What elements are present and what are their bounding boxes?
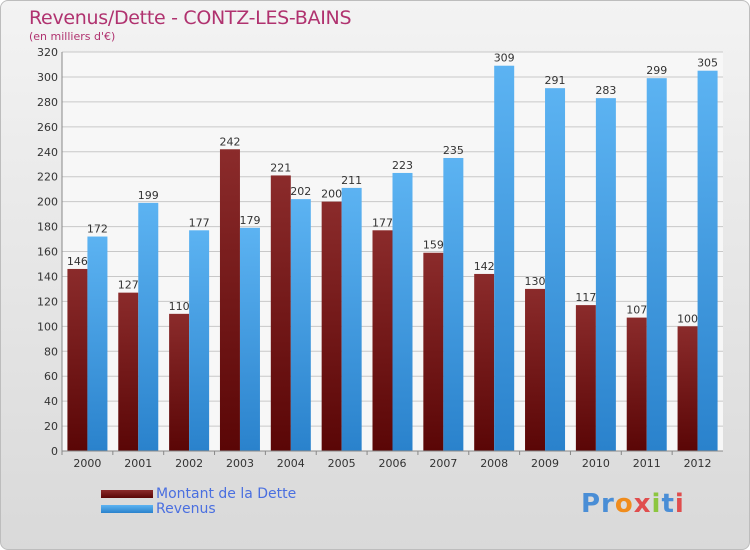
x-tick-label: 2007 bbox=[429, 457, 457, 470]
data-label-dette: 100 bbox=[677, 312, 698, 325]
legend-label-dette: Montant de la Dette bbox=[156, 486, 297, 502]
bar-dette bbox=[118, 292, 139, 451]
y-tick-label: 60 bbox=[44, 370, 58, 383]
data-label-revenus: 283 bbox=[595, 84, 616, 97]
bar-revenus bbox=[87, 236, 108, 451]
data-label-revenus: 235 bbox=[443, 144, 464, 157]
y-tick-label: 120 bbox=[37, 295, 58, 308]
bar-revenus bbox=[290, 199, 311, 451]
chart-subtitle: (en milliers d'€) bbox=[29, 30, 116, 43]
bar-dette bbox=[575, 305, 596, 451]
bar-dette bbox=[423, 252, 444, 451]
bar-revenus bbox=[494, 65, 515, 451]
data-label-revenus: 305 bbox=[697, 57, 718, 70]
bar-revenus bbox=[189, 230, 210, 451]
y-tick-label: 0 bbox=[51, 445, 58, 458]
data-label-dette: 146 bbox=[67, 255, 88, 268]
data-label-dette: 142 bbox=[474, 260, 495, 273]
x-tick-label: 2006 bbox=[379, 457, 407, 470]
data-label-dette: 110 bbox=[169, 300, 190, 313]
bar-dette bbox=[372, 230, 393, 451]
x-tick-label: 2008 bbox=[480, 457, 508, 470]
bar-dette bbox=[626, 317, 647, 451]
data-label-dette: 127 bbox=[118, 279, 139, 292]
legend-swatch-dette bbox=[101, 490, 153, 498]
bar-dette bbox=[169, 313, 190, 451]
bar-revenus bbox=[239, 227, 260, 451]
y-tick-label: 240 bbox=[37, 146, 58, 159]
bar-dette bbox=[321, 201, 342, 451]
data-label-revenus: 172 bbox=[87, 223, 108, 236]
data-label-revenus: 223 bbox=[392, 159, 413, 172]
data-label-dette: 130 bbox=[525, 275, 546, 288]
bar-revenus bbox=[138, 202, 159, 451]
data-label-revenus: 202 bbox=[290, 185, 311, 198]
x-tick-label: 2005 bbox=[328, 457, 356, 470]
data-label-dette: 117 bbox=[575, 291, 596, 304]
bar-dette bbox=[474, 273, 495, 451]
y-tick-label: 300 bbox=[37, 71, 58, 84]
bar-revenus bbox=[341, 187, 362, 452]
legend-label-revenus: Revenus bbox=[156, 501, 216, 517]
data-label-revenus: 179 bbox=[239, 214, 260, 227]
y-tick-label: 40 bbox=[44, 395, 58, 408]
x-tick-label: 2002 bbox=[175, 457, 203, 470]
data-label-dette: 177 bbox=[372, 216, 393, 229]
chart-title: Revenus/Dette - CONTZ-LES-BAINS bbox=[29, 7, 352, 29]
bar-dette bbox=[219, 149, 240, 451]
y-tick-label: 160 bbox=[37, 246, 58, 259]
y-tick-label: 320 bbox=[37, 46, 58, 59]
data-label-dette: 242 bbox=[219, 135, 240, 148]
x-tick-label: 2000 bbox=[73, 457, 101, 470]
data-label-dette: 107 bbox=[626, 304, 647, 317]
y-tick-label: 280 bbox=[37, 96, 58, 109]
y-tick-label: 180 bbox=[37, 221, 58, 234]
bar-dette bbox=[525, 288, 546, 451]
y-tick-label: 200 bbox=[37, 196, 58, 209]
bar-revenus bbox=[443, 157, 464, 451]
bar-dette bbox=[67, 268, 88, 451]
bar-revenus bbox=[392, 172, 413, 451]
y-tick-label: 140 bbox=[37, 270, 58, 283]
x-tick-label: 2012 bbox=[684, 457, 712, 470]
data-label-dette: 159 bbox=[423, 239, 444, 252]
y-tick-label: 20 bbox=[44, 420, 58, 433]
bar-revenus bbox=[697, 70, 718, 451]
bar-revenus bbox=[646, 78, 667, 451]
proxiti-logo: Proxiti bbox=[581, 489, 685, 519]
x-tick-label: 2001 bbox=[124, 457, 152, 470]
y-tick-label: 260 bbox=[37, 121, 58, 134]
x-tick-label: 2010 bbox=[582, 457, 610, 470]
data-label-revenus: 177 bbox=[189, 216, 210, 229]
x-tick-label: 2009 bbox=[531, 457, 559, 470]
y-tick-label: 80 bbox=[44, 345, 58, 358]
bar-dette bbox=[677, 326, 698, 451]
bar-revenus bbox=[545, 88, 566, 452]
y-tick-label: 100 bbox=[37, 320, 58, 333]
bar-dette bbox=[270, 175, 291, 452]
legend-swatch-revenus bbox=[101, 505, 153, 513]
x-tick-label: 2003 bbox=[226, 457, 254, 470]
data-label-revenus: 211 bbox=[341, 174, 362, 187]
data-label-dette: 200 bbox=[321, 188, 342, 201]
data-label-revenus: 309 bbox=[494, 52, 515, 65]
data-label-revenus: 199 bbox=[138, 189, 159, 202]
x-tick-label: 2011 bbox=[633, 457, 661, 470]
data-label-revenus: 299 bbox=[646, 64, 667, 77]
y-tick-label: 220 bbox=[37, 171, 58, 184]
x-tick-label: 2004 bbox=[277, 457, 305, 470]
data-label-revenus: 291 bbox=[545, 74, 566, 87]
bar-revenus bbox=[595, 98, 616, 452]
data-label-dette: 221 bbox=[270, 161, 291, 174]
